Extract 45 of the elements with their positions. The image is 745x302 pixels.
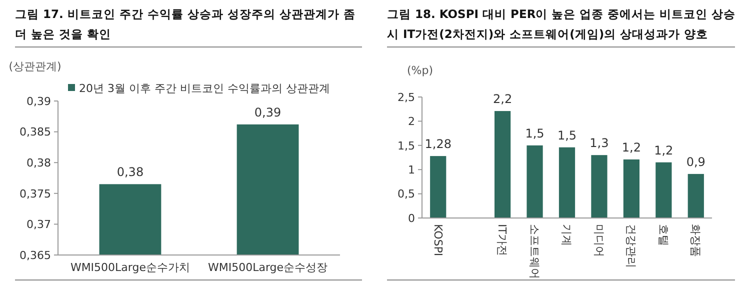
x-tick-label: WMI500Large순수가치 xyxy=(70,261,190,274)
bar xyxy=(558,147,576,218)
data-label: 0,9 xyxy=(686,154,706,169)
bar xyxy=(688,174,704,218)
data-label: 1,2 xyxy=(622,140,641,154)
y-tick-label: 0,38 xyxy=(26,156,51,170)
x-tick-label: 미디어 xyxy=(592,224,606,257)
y-tick-label: 2 xyxy=(408,115,415,128)
x-tick-label: IT가전 xyxy=(496,224,509,256)
y-tick-label: 1,5 xyxy=(398,139,415,152)
y-tick-label: 1 xyxy=(408,163,415,176)
y-axis-title: (상관관계) xyxy=(8,60,62,73)
y-tick-label: 0,37 xyxy=(26,218,51,232)
chart-title: 그림 17. 비트코인 주간 수익률 상승과 성장주의 상관관계가 좀 더 높은 것을 확인 xyxy=(15,7,356,41)
bar xyxy=(591,155,608,218)
x-tick-label: 건강관리 xyxy=(624,224,638,268)
y-axis-title: (%p) xyxy=(406,64,434,77)
data-label: 1,5 xyxy=(525,126,544,140)
data-label: 2,2 xyxy=(493,92,512,106)
x-tick-label: 소프트웨어 xyxy=(528,224,541,279)
data-label: 0,39 xyxy=(254,105,282,120)
legend-label: 20년 3월 이후 주간 비트코인 수익률과의 상관관계 xyxy=(79,82,330,95)
y-tick-label: 0,39 xyxy=(26,94,51,108)
bar xyxy=(656,162,672,218)
y-tick-label: 0,375 xyxy=(20,187,51,200)
y-tick-label: 0,385 xyxy=(20,126,51,139)
x-tick-label: KOSPI xyxy=(431,224,444,256)
x-tick-label: 화장품 xyxy=(689,224,702,257)
data-label: 1,2 xyxy=(654,143,674,158)
data-label: 1,5 xyxy=(557,128,577,142)
bar xyxy=(623,159,640,218)
bar xyxy=(526,145,543,218)
data-label: 1,28 xyxy=(424,137,452,152)
chart-title: 그림 18. KOSPI 대비 PER이 높은 업종 중에서는 비트코인 상승 시 IT가전(2차전지)와 소프트웨어(게임)의 상대성과가 양호 xyxy=(387,7,736,41)
bar xyxy=(430,156,446,218)
y-tick-label: 2,5 xyxy=(398,90,415,104)
x-tick-label: 기계 xyxy=(560,224,574,246)
data-label: 0,38 xyxy=(116,165,144,180)
x-tick-label: WMI500Large순수성장 xyxy=(208,261,328,274)
y-tick-label: 0,5 xyxy=(398,188,415,201)
y-tick-label: 0 xyxy=(408,212,415,225)
x-tick-label: 호텔 xyxy=(656,224,670,246)
bar xyxy=(494,111,511,218)
y-tick-label: 0,365 xyxy=(20,248,51,262)
data-label: 1,3 xyxy=(590,136,609,150)
